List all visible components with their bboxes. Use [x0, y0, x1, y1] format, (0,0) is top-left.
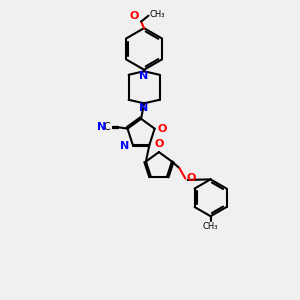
- Text: CH₃: CH₃: [203, 222, 218, 231]
- Text: N: N: [121, 141, 130, 151]
- Text: O: O: [129, 11, 139, 21]
- Text: N: N: [98, 122, 107, 132]
- Text: C: C: [104, 122, 111, 132]
- Text: O: O: [158, 124, 167, 134]
- Text: CH₃: CH₃: [149, 10, 165, 19]
- Text: O: O: [187, 173, 196, 184]
- Text: O: O: [154, 139, 164, 148]
- Text: N: N: [140, 71, 149, 81]
- Text: N: N: [140, 103, 149, 113]
